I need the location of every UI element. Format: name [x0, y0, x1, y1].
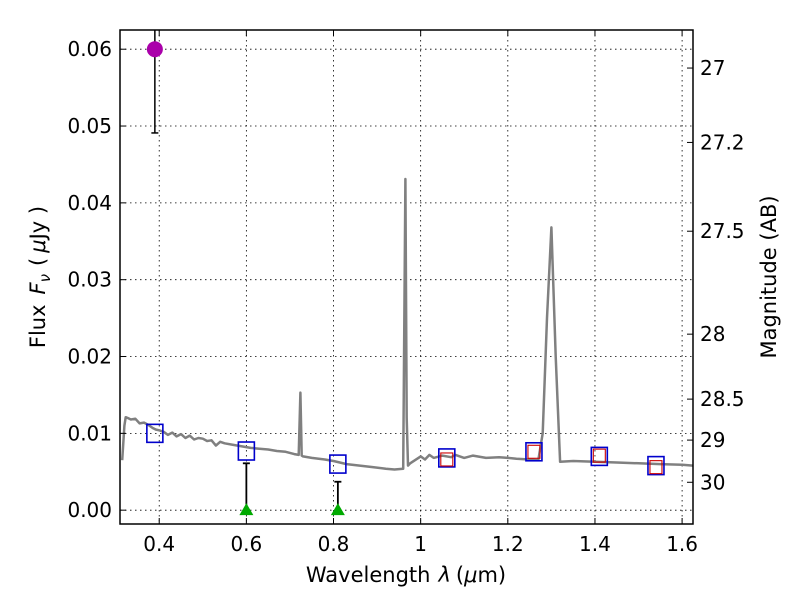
- x-tick-label: 0.8: [318, 532, 350, 556]
- upper-limit-marker: [330, 503, 345, 516]
- magnitude-tick-label: 29: [700, 428, 725, 452]
- y-axis-label-unit-mu: μ: [26, 239, 50, 253]
- observed-flux-marker: [592, 448, 606, 463]
- magnitude-tick-label: 28.5: [700, 387, 745, 411]
- y-axis-label-subscript: ν: [36, 274, 54, 282]
- plot-frame: [119, 29, 694, 525]
- observed-flux-marker: [440, 452, 454, 467]
- y-axis-label-unit-rest: Jy ): [26, 206, 50, 242]
- magnitude-tick-label: 28: [700, 322, 725, 346]
- predicted-flux-marker: [237, 441, 256, 461]
- y-tick-label: 0.04: [67, 191, 112, 215]
- x-tick-label: 1.6: [666, 532, 698, 556]
- x-axis-label-unit-mu: μ: [463, 563, 477, 587]
- y-axis-label: Flux Fν ( μJy ): [26, 206, 54, 348]
- observed-flux-marker: [527, 444, 541, 459]
- x-axis-label-unit-rest: m): [477, 563, 506, 587]
- x-axis-label: Wavelength λ (μm): [306, 563, 506, 587]
- detection-marker: [146, 41, 163, 58]
- x-tick-label: 0.4: [143, 532, 175, 556]
- x-tick-label: 1: [414, 532, 427, 556]
- magnitude-axis-label: Magnitude (AB): [757, 195, 781, 358]
- observed-flux-marker: [649, 460, 663, 475]
- predicted-flux-marker: [590, 446, 609, 467]
- x-axis-label-symbol: λ: [437, 563, 450, 587]
- x-tick-label: 1.4: [579, 532, 611, 556]
- magnitude-tick-label: 27.2: [700, 130, 745, 154]
- magnitude-tick-label: 30: [700, 470, 725, 494]
- y-axis-label-unit-open: (: [26, 258, 50, 266]
- y-tick-label: 0.06: [67, 37, 112, 61]
- x-axis-label-text: Wavelength: [306, 563, 431, 587]
- y-axis-label-text: Flux: [26, 304, 50, 348]
- predicted-flux-marker: [329, 454, 347, 474]
- predicted-flux-marker: [438, 448, 456, 468]
- predicted-flux-marker: [525, 441, 543, 462]
- plot-area: [120, 30, 694, 516]
- upper-limit-marker: [239, 503, 254, 516]
- x-axis-label-unit-open: (: [456, 563, 464, 587]
- y-tick-label: 0.05: [67, 114, 112, 138]
- y-tick-label: 0.03: [67, 268, 112, 292]
- y-tick-label: 0.00: [67, 498, 112, 522]
- y-tick-label: 0.02: [67, 345, 112, 369]
- y-tick-label: 0.01: [67, 421, 112, 445]
- predicted-flux-marker: [647, 455, 665, 476]
- x-tick-label: 1.2: [492, 532, 524, 556]
- predicted-flux-marker: [146, 423, 164, 444]
- magnitude-tick-label: 27: [700, 56, 725, 80]
- y-axis-label-symbol: F: [26, 281, 50, 294]
- x-tick-label: 0.6: [230, 532, 262, 556]
- model-sed-line: [120, 177, 694, 471]
- magnitude-tick-label: 27.5: [700, 219, 745, 243]
- axis-ticks: 0.4 0.6 0.8 1 1.2 1.4 1.6 0.00 0.01 0.02 0.03 0.04 0…: [67, 30, 745, 556]
